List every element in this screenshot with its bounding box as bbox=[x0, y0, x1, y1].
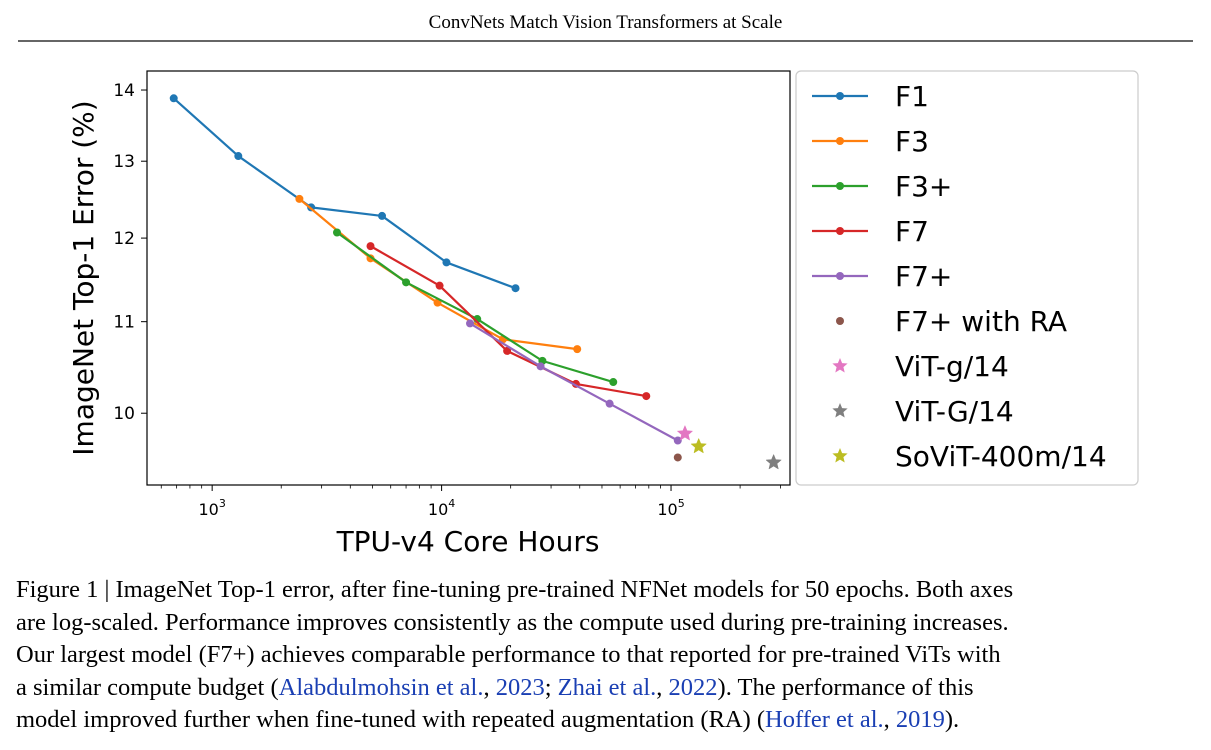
legend-marker bbox=[836, 227, 844, 235]
legend-star-marker bbox=[832, 358, 848, 373]
legend-marker bbox=[836, 92, 844, 100]
legend-star-marker bbox=[832, 448, 848, 463]
series-line bbox=[336, 231, 614, 384]
data-point bbox=[332, 228, 341, 237]
series-line bbox=[469, 322, 679, 442]
data-point bbox=[673, 436, 682, 445]
caption-comma: , bbox=[883, 706, 896, 733]
data-point bbox=[378, 211, 387, 220]
caption-separator: ; bbox=[544, 673, 558, 701]
citation-link-hoffer[interactable]: Hoffer et al. bbox=[765, 706, 884, 733]
legend-label: F3+ bbox=[895, 170, 952, 203]
y-tick-label: 12 bbox=[113, 229, 135, 249]
citation-year-link[interactable]: 2023 bbox=[495, 673, 545, 701]
caption-text: model improved further when fine-tuned w… bbox=[16, 706, 766, 733]
data-point bbox=[642, 392, 651, 401]
series-line bbox=[172, 97, 516, 290]
legend-label: F3 bbox=[895, 125, 929, 158]
series-line bbox=[298, 198, 578, 351]
legend-marker bbox=[836, 182, 844, 190]
legend-label: ViT-g/14 bbox=[895, 350, 1009, 383]
caption-text: ). bbox=[944, 706, 960, 733]
legend-box bbox=[795, 70, 1139, 486]
citation-year-link[interactable]: 2022 bbox=[668, 673, 718, 701]
caption-text: ). The performance of this bbox=[717, 673, 974, 701]
figure-caption: Figure 1 | ImageNet Top-1 error, after f… bbox=[16, 574, 1196, 737]
legend-star-marker bbox=[832, 403, 848, 418]
x-tick-label: 104 bbox=[428, 497, 455, 519]
data-point bbox=[435, 281, 444, 290]
data-point bbox=[609, 378, 618, 387]
data-point bbox=[442, 258, 451, 267]
data-point bbox=[402, 278, 411, 287]
x-tick-label: 103 bbox=[198, 497, 225, 519]
series-line bbox=[369, 245, 647, 398]
caption-line-5: model improved further when fine-tuned w… bbox=[16, 704, 1196, 737]
caption-text: a similar compute budget ( bbox=[16, 673, 279, 701]
legend-label: F7+ bbox=[895, 260, 952, 293]
legend-label: F7+ with RA bbox=[895, 305, 1067, 338]
caption-line-1: Figure 1 | ImageNet Top-1 error, after f… bbox=[16, 576, 1014, 603]
y-tick-label: 13 bbox=[113, 152, 135, 172]
legend-label: SoViT-400m/14 bbox=[895, 440, 1107, 473]
star-point bbox=[676, 424, 694, 441]
axes: 103 104 105 10 11 12 13 14 bbox=[113, 81, 781, 519]
x-axis-label: TPU-v4 Core Hours bbox=[336, 525, 600, 558]
y-tick-label: 10 bbox=[113, 404, 135, 424]
caption-line-2: are log-scaled. Performance improves con… bbox=[16, 608, 1009, 636]
caption-comma: , bbox=[656, 673, 669, 701]
data-point bbox=[234, 152, 243, 161]
legend-label: F1 bbox=[895, 80, 929, 113]
data-point bbox=[536, 362, 545, 371]
data-point bbox=[673, 453, 682, 462]
y-axis-label: ImageNet Top-1 Error (%) bbox=[67, 100, 100, 455]
star-point bbox=[690, 437, 707, 454]
legend: F1 F3 F3+ F7 F7+ F7+ with RA ViT-g/14 ViT-G/14 S… bbox=[812, 80, 1107, 473]
y-tick-label: 11 bbox=[113, 313, 135, 333]
plot-area bbox=[169, 94, 782, 470]
running-header: ConvNets Match Vision Transformers at Sc… bbox=[428, 12, 783, 33]
citation-link-alabdulmohsin[interactable]: Alabdulmohsin et al. bbox=[278, 673, 484, 701]
caption-line-4: a similar compute budget (Alabdulmohsin … bbox=[16, 672, 1196, 705]
star-point bbox=[765, 453, 782, 470]
legend-label: F7 bbox=[895, 215, 929, 248]
data-point bbox=[503, 346, 512, 355]
caption-comma: , bbox=[483, 673, 496, 701]
legend-marker bbox=[836, 272, 844, 280]
data-point bbox=[573, 345, 582, 354]
legend-marker bbox=[836, 137, 844, 145]
data-point bbox=[605, 399, 614, 408]
chart: 103 104 105 10 11 12 13 14 TPU-v4 Core Hours Im… bbox=[67, 70, 1139, 558]
legend-marker bbox=[836, 317, 844, 325]
data-point bbox=[169, 94, 178, 103]
x-tick-label: 105 bbox=[657, 497, 684, 519]
caption-line-3: Our largest model (F7+) achieves compara… bbox=[16, 641, 1001, 668]
legend-label: ViT-G/14 bbox=[895, 395, 1014, 428]
data-point bbox=[366, 242, 375, 251]
citation-year-link[interactable]: 2019 bbox=[895, 706, 945, 733]
y-tick-label: 14 bbox=[113, 81, 135, 101]
data-point bbox=[511, 284, 520, 293]
plot-frame bbox=[146, 70, 791, 486]
data-point bbox=[295, 194, 304, 203]
header-rule bbox=[18, 40, 1193, 42]
citation-link-zhai[interactable]: Zhai et al. bbox=[557, 673, 657, 701]
data-point bbox=[466, 319, 475, 328]
